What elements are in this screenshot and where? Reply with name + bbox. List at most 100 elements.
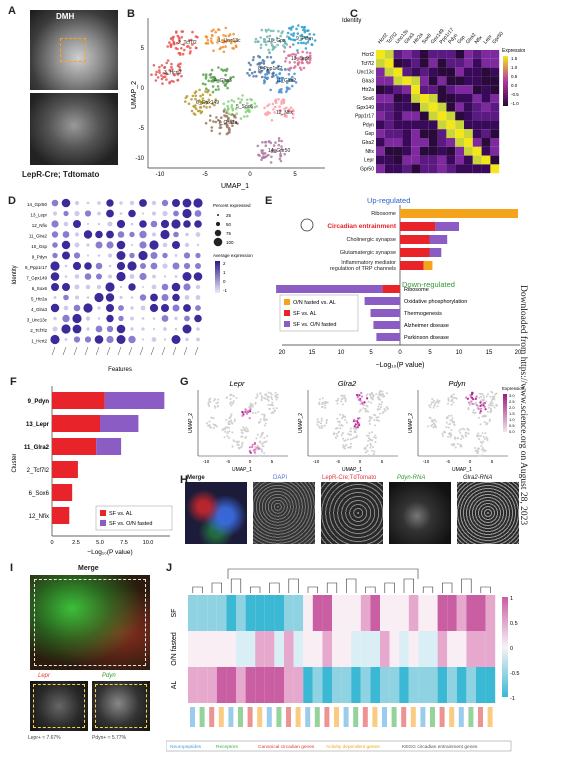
g-x-label: UMAP_1 (232, 467, 252, 473)
j-cell (303, 631, 313, 667)
g-point (274, 396, 277, 399)
g-point (263, 452, 266, 455)
b-point (222, 109, 226, 112)
i-lepr-image (30, 681, 88, 731)
b-point (291, 116, 295, 120)
g-point (255, 397, 258, 400)
b-point (274, 141, 277, 144)
d-dot (161, 315, 169, 322)
g-point (223, 427, 226, 430)
g-point (344, 419, 347, 421)
g-hot-point (470, 396, 474, 399)
g-point (226, 426, 229, 429)
g-point (431, 398, 434, 400)
b-point (258, 63, 261, 66)
g-point (435, 401, 437, 404)
b-point (260, 149, 263, 152)
b-point (268, 140, 271, 143)
g-point (362, 407, 365, 410)
g-point (485, 395, 488, 398)
g-y-label: UMAP_2 (188, 413, 194, 433)
g-point (366, 449, 369, 452)
d-dot (129, 231, 135, 238)
b-point (206, 38, 210, 42)
g-point (449, 435, 452, 438)
b-point (208, 105, 212, 109)
b-cluster-label: 2_Tcf7l2 (178, 40, 197, 46)
g-point (430, 403, 433, 406)
b-point (209, 37, 213, 40)
g-point (343, 396, 345, 399)
h-label-dapi: DAPI (273, 475, 288, 481)
f-bar-red (52, 392, 105, 409)
d-legend1-dot (214, 229, 222, 237)
g-point (350, 427, 352, 430)
d-dot (150, 220, 158, 228)
c-cell (455, 155, 464, 165)
g-point (347, 438, 350, 441)
j-cell (418, 667, 428, 703)
d-dot (196, 337, 200, 342)
d-row-label: 11_Glra2 (29, 234, 48, 239)
b-cluster-10 (262, 66, 298, 94)
g-point (460, 434, 463, 437)
j-cell (380, 667, 390, 703)
b-point (280, 76, 283, 80)
b-point (170, 62, 173, 66)
g-point (367, 454, 370, 457)
g-point (213, 399, 216, 402)
c-cell (376, 85, 385, 94)
g-hot-point (465, 396, 468, 399)
g-point (213, 424, 216, 426)
b-x-tick: -10 (156, 172, 165, 178)
b-point (228, 78, 232, 82)
b-point (162, 72, 165, 75)
d-dot (53, 296, 57, 299)
j-cell (447, 631, 457, 667)
c-cell (437, 58, 447, 68)
b-point (191, 30, 194, 34)
b-point (178, 65, 181, 69)
c-legend-tick: 0.5 (511, 74, 518, 79)
j-gene-category-mark (420, 707, 426, 727)
d-dot (139, 241, 147, 249)
g-point (450, 419, 453, 422)
panel-i: Merge Lepr Pdyn Lepr+ ≈ 7.67% Pdyn+ ≈ 5.… (20, 565, 160, 750)
c-cell (376, 146, 385, 156)
j-legend-item: Activity dependent genes (326, 744, 380, 750)
d-dot (74, 210, 80, 217)
c-cell (481, 111, 491, 121)
j-cell (418, 631, 428, 667)
d-dot (95, 262, 103, 270)
j-cell (476, 631, 486, 667)
d-dot (51, 231, 59, 238)
d-dot (183, 220, 191, 228)
b-point (266, 35, 269, 38)
i-region-outline (34, 579, 146, 666)
b-point (259, 66, 263, 69)
g-hot-point (353, 425, 356, 428)
b-cluster-1 (166, 30, 199, 56)
b-cluster-11 (204, 109, 239, 136)
g-hot-point (355, 393, 359, 397)
d-dot (52, 242, 58, 248)
d-dot (73, 336, 81, 343)
g-hot-point (479, 401, 482, 404)
b-cluster-label: 3_Hcrt2 (164, 70, 182, 76)
b-cluster-7 (246, 54, 280, 82)
g-point (463, 428, 466, 431)
b-point (224, 40, 228, 43)
b-point (260, 151, 264, 154)
c-cell (472, 138, 482, 147)
g-point (370, 401, 372, 404)
b-point (259, 46, 263, 50)
b-point (231, 108, 235, 112)
b-point (256, 144, 260, 148)
d-dot (150, 252, 158, 259)
c-cell (420, 111, 429, 121)
g-point (368, 423, 371, 425)
b-point (232, 100, 236, 103)
i-pdyn-label: Pdyn (102, 673, 116, 679)
d-dot (161, 199, 169, 207)
b-point (209, 72, 213, 76)
